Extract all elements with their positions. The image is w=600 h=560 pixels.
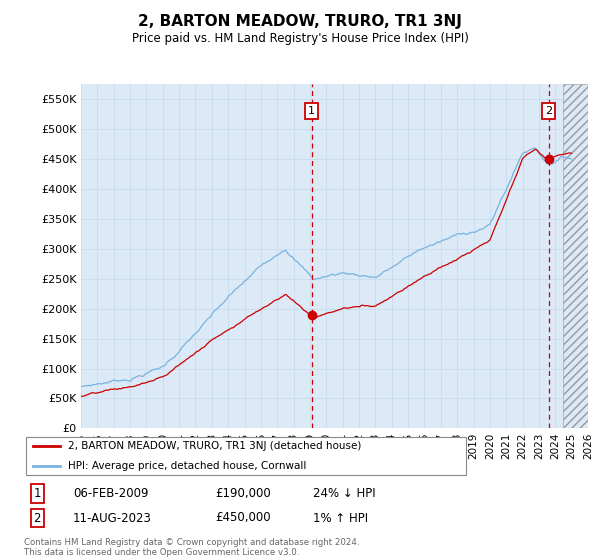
FancyBboxPatch shape (26, 437, 466, 475)
Bar (563, 84, 600, 428)
Text: 2, BARTON MEADOW, TRURO, TR1 3NJ (detached house): 2, BARTON MEADOW, TRURO, TR1 3NJ (detach… (68, 441, 362, 451)
Text: 1: 1 (34, 487, 41, 500)
Text: 1: 1 (308, 106, 315, 116)
Text: 2: 2 (545, 106, 553, 116)
Text: 06-FEB-2009: 06-FEB-2009 (73, 487, 148, 500)
Text: 2, BARTON MEADOW, TRURO, TR1 3NJ: 2, BARTON MEADOW, TRURO, TR1 3NJ (138, 14, 462, 29)
Text: 11-AUG-2023: 11-AUG-2023 (73, 511, 152, 525)
Text: 24% ↓ HPI: 24% ↓ HPI (313, 487, 375, 500)
Text: Contains HM Land Registry data © Crown copyright and database right 2024.
This d: Contains HM Land Registry data © Crown c… (24, 538, 359, 557)
Text: £450,000: £450,000 (215, 511, 271, 525)
Text: £190,000: £190,000 (215, 487, 271, 500)
Text: HPI: Average price, detached house, Cornwall: HPI: Average price, detached house, Corn… (68, 461, 307, 471)
Text: 2: 2 (34, 511, 41, 525)
Text: Price paid vs. HM Land Registry's House Price Index (HPI): Price paid vs. HM Land Registry's House … (131, 32, 469, 45)
Text: 1% ↑ HPI: 1% ↑ HPI (313, 511, 368, 525)
